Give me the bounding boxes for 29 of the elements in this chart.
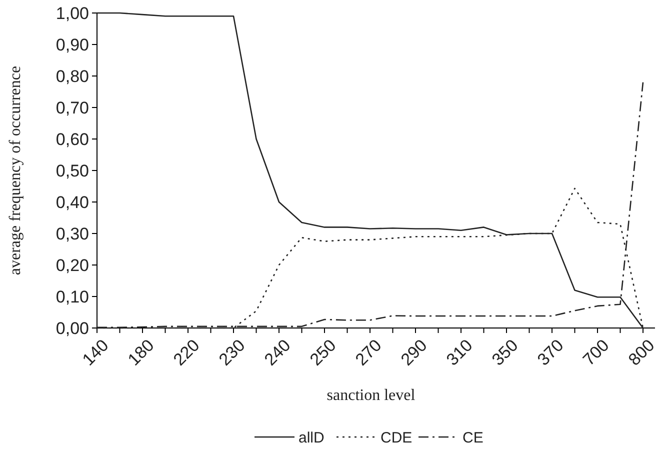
- x-tick-label: 180: [124, 336, 158, 370]
- y-tick-label: 0,60: [56, 130, 89, 149]
- x-tick-label: 140: [78, 336, 112, 370]
- y-tick-label: 0,50: [56, 161, 89, 180]
- y-tick-label: 0,80: [56, 66, 89, 86]
- x-tick-label: 240: [260, 336, 294, 370]
- x-tick-label: 230: [215, 336, 249, 370]
- x-axis-title: sanction level: [326, 387, 416, 404]
- legend-label: CE: [462, 429, 484, 446]
- x-tick-label: 250: [306, 336, 340, 370]
- x-tick-label: 290: [397, 336, 431, 370]
- y-tick-label: 0,10: [56, 287, 89, 306]
- y-tick-label: 0,40: [56, 192, 89, 212]
- x-tick-label: 220: [170, 336, 204, 370]
- x-tick-label: 370: [534, 336, 568, 370]
- y-tick-label: 0,70: [56, 98, 89, 118]
- legend-label: allD: [298, 429, 325, 446]
- x-tick-label: 800: [624, 336, 658, 370]
- y-tick-label: 0,30: [56, 224, 89, 244]
- legend-label: CDE: [380, 429, 412, 446]
- x-tick-label: 310: [442, 336, 476, 370]
- y-tick-label: 0,20: [56, 256, 89, 275]
- y-axis-title: average frequency of occurrence: [7, 66, 24, 276]
- y-tick-label: 0,00: [56, 318, 89, 338]
- y-tick-label: 0,90: [56, 35, 89, 54]
- x-tick-label: 270: [352, 336, 386, 370]
- y-tick-label: 1,00: [56, 4, 89, 23]
- x-tick-label: 700: [579, 336, 613, 370]
- x-tick-label: 350: [488, 336, 522, 370]
